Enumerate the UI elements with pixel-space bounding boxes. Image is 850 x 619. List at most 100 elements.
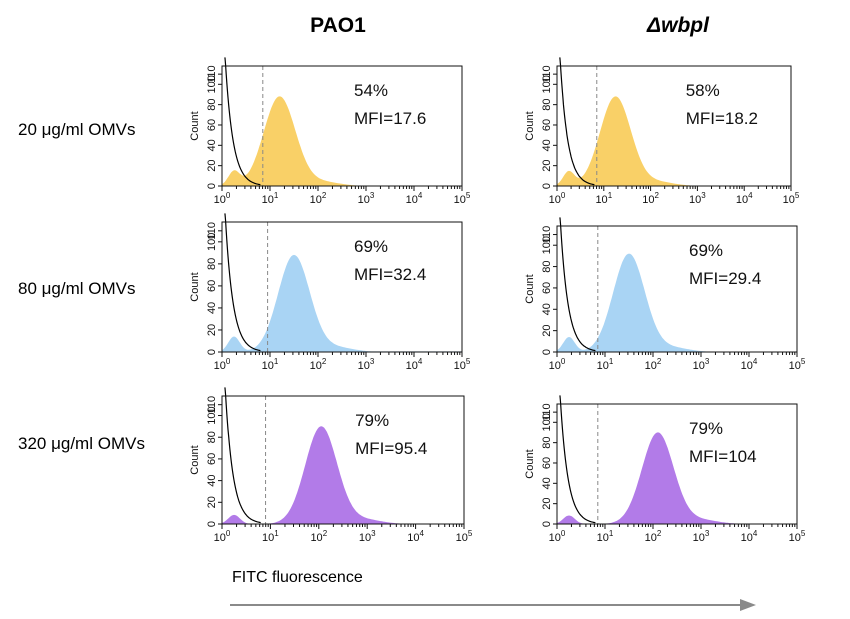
histogram-panel: 100 101 102 103 104 105020406080100110Count54… (189, 57, 471, 206)
x-axis-label: FITC fluorescence (232, 569, 363, 586)
control-histogram-line (559, 395, 596, 524)
y-tick-label: 80 (541, 260, 553, 272)
percent-positive-label: 69% (689, 241, 723, 260)
y-tick-label: 40 (541, 303, 553, 315)
x-tick-label: 102 (310, 191, 327, 206)
sample-histogram (557, 96, 791, 186)
y-axis-label: Count (189, 111, 201, 140)
y-tick-label: 80 (206, 99, 218, 111)
y-tick-label: 80 (206, 258, 218, 270)
y-axis-label: Count (524, 274, 536, 303)
x-tick-label: 100 (549, 529, 566, 544)
x-tick-label: 104 (741, 357, 758, 372)
y-tick-label: 100 (541, 75, 553, 93)
y-tick-label: 110 (206, 396, 218, 414)
histogram-panel: 100 101 102 103 104 105020406080100110Count58… (524, 57, 800, 206)
x-tick-label: 103 (359, 529, 376, 544)
column-title-pao1: PAO1 (310, 14, 366, 37)
y-tick-label: 110 (541, 403, 553, 421)
y-axis-label: Count (524, 449, 536, 478)
control-histogram-line (559, 217, 596, 352)
percent-positive-label: 58% (686, 81, 720, 100)
y-tick-label: 80 (541, 99, 553, 111)
y-tick-label: 0 (206, 521, 218, 527)
x-tick-label: 104 (741, 529, 758, 544)
x-axis-arrow (230, 599, 756, 611)
control-histogram-line (559, 57, 595, 186)
y-tick-label: 20 (206, 160, 218, 172)
y-axis-label: Count (189, 272, 201, 301)
percent-positive-label: 79% (355, 411, 389, 430)
y-tick-label: 100 (206, 75, 218, 93)
y-tick-label: 40 (541, 477, 553, 489)
column-title-wbpl: Δwbpl (647, 14, 709, 37)
y-tick-label: 20 (541, 325, 553, 337)
x-tick-label: 105 (456, 529, 473, 544)
x-tick-label: 105 (783, 191, 800, 206)
x-tick-label: 101 (597, 529, 614, 544)
y-tick-label: 80 (541, 437, 553, 449)
x-tick-label: 104 (736, 191, 753, 206)
y-tick-label: 80 (206, 431, 218, 443)
mfi-label: MFI=29.4 (689, 269, 761, 288)
plot-frame (221, 221, 463, 353)
x-tick-label: 103 (693, 357, 710, 372)
sample-histogram (222, 254, 462, 352)
plot-frame (556, 65, 792, 187)
y-tick-label: 0 (541, 183, 553, 189)
y-tick-label: 110 (206, 222, 218, 240)
histogram-panel: 100 101 102 103 104 105020406080100110Count69… (189, 213, 471, 372)
x-tick-label: 101 (597, 357, 614, 372)
sample-histogram (557, 432, 797, 524)
percent-positive-label: 79% (689, 419, 723, 438)
mfi-label: MFI=32.4 (354, 265, 426, 284)
y-tick-label: 60 (541, 282, 553, 294)
x-tick-label: 100 (549, 357, 566, 372)
x-tick-label: 103 (693, 529, 710, 544)
y-tick-label: 20 (206, 324, 218, 336)
x-tick-label: 102 (310, 357, 327, 372)
y-tick-label: 60 (206, 119, 218, 131)
row-label-20: 20 μg/ml OMVs (18, 120, 136, 139)
plot-frame (221, 395, 465, 525)
y-tick-label: 60 (206, 280, 218, 292)
percent-positive-label: 54% (354, 81, 388, 100)
histogram-panel: 100 101 102 103 104 105020406080100110Count79… (524, 395, 806, 544)
x-tick-label: 102 (645, 357, 662, 372)
y-axis-label: Count (189, 445, 201, 474)
x-tick-label: 101 (262, 529, 279, 544)
mfi-label: MFI=17.6 (354, 109, 426, 128)
y-tick-label: 110 (206, 65, 218, 83)
y-tick-label: 20 (541, 160, 553, 172)
y-tick-label: 40 (206, 139, 218, 151)
x-tick-label: 102 (310, 529, 327, 544)
x-tick-label: 103 (358, 191, 375, 206)
y-tick-label: 100 (541, 413, 553, 431)
y-tick-label: 0 (206, 183, 218, 189)
x-tick-label: 104 (406, 357, 423, 372)
sample-histogram (222, 96, 462, 186)
y-tick-label: 40 (541, 139, 553, 151)
y-tick-label: 60 (541, 119, 553, 131)
plot-frame (221, 65, 463, 187)
x-tick-label: 105 (454, 357, 471, 372)
y-tick-label: 110 (541, 226, 553, 244)
percent-positive-label: 69% (354, 237, 388, 256)
y-tick-label: 0 (541, 521, 553, 527)
x-tick-label: 101 (262, 357, 279, 372)
sample-histogram (557, 253, 797, 352)
x-tick-label: 104 (407, 529, 424, 544)
control-histogram-line (224, 387, 261, 524)
plot-frame (556, 403, 798, 525)
y-tick-label: 40 (206, 302, 218, 314)
y-tick-label: 100 (206, 233, 218, 251)
x-tick-label: 105 (454, 191, 471, 206)
sample-histogram (222, 426, 464, 524)
x-tick-label: 100 (214, 357, 231, 372)
x-tick-label: 104 (406, 191, 423, 206)
x-tick-label: 102 (642, 191, 659, 206)
x-tick-label: 103 (358, 357, 375, 372)
y-tick-label: 110 (541, 65, 553, 83)
row-label-80: 80 μg/ml OMVs (18, 279, 136, 298)
y-tick-label: 0 (541, 349, 553, 355)
